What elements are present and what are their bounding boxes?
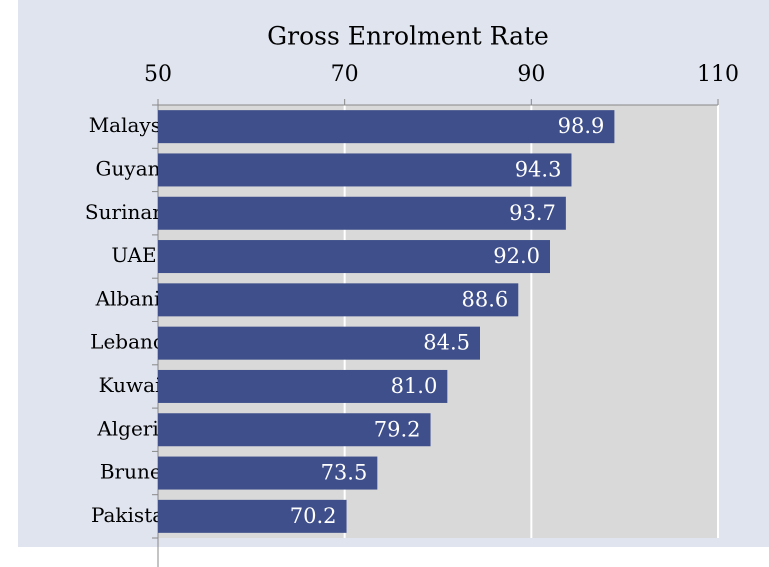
value-label: 88.6 [462, 287, 509, 311]
bar [158, 240, 550, 274]
value-label: 81.0 [391, 374, 438, 398]
value-label: 93.7 [509, 201, 556, 225]
bar [158, 283, 519, 317]
bar [158, 456, 378, 490]
bar [158, 499, 347, 533]
value-label: 79.2 [374, 417, 421, 441]
bar [158, 326, 480, 360]
bar [158, 196, 566, 230]
bar [158, 369, 448, 403]
value-label: 94.3 [515, 157, 562, 181]
y-tick-label: Brunei [100, 460, 168, 484]
x-tick-label: 90 [517, 62, 545, 87]
x-tick-label: 110 [697, 62, 739, 87]
bar [158, 110, 615, 144]
value-label: 70.2 [290, 504, 337, 528]
x-tick-label: 70 [331, 62, 359, 87]
y-tick-label: UAE [111, 243, 156, 267]
value-label: 84.5 [423, 331, 470, 355]
bar [158, 153, 572, 187]
value-label: 92.0 [493, 244, 540, 268]
bar [158, 413, 431, 447]
x-tick-label: 50 [144, 62, 172, 87]
y-tick-label: Kuwait [99, 373, 170, 397]
value-label: 73.5 [321, 461, 368, 485]
chart-title: Gross Enrolment Rate [267, 22, 549, 51]
y-tick-label: Malaysia [89, 113, 180, 137]
value-label: 98.9 [558, 114, 605, 138]
